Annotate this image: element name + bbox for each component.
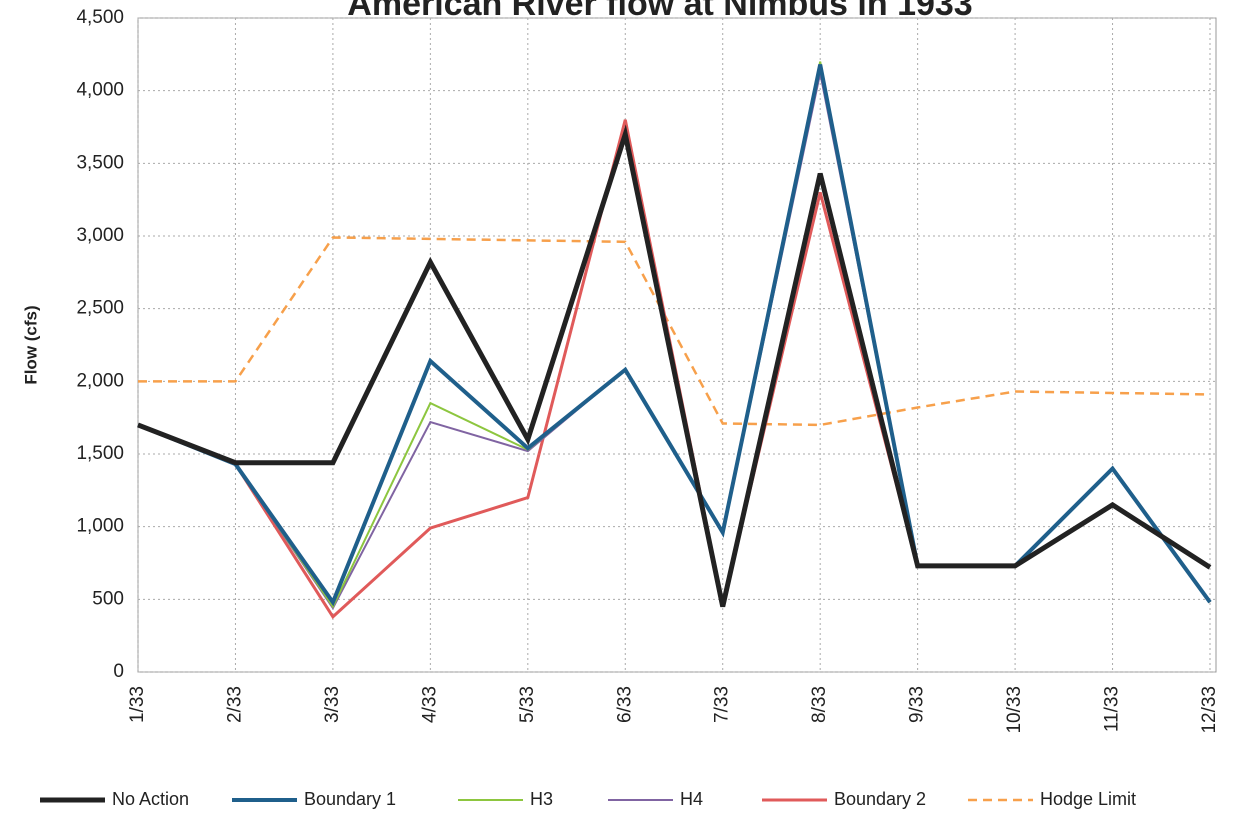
y-tick-label: 2,500 (76, 298, 124, 319)
y-tick-label: 0 (113, 661, 124, 682)
series-line (137, 73, 1211, 610)
x-tick-label: 2/33 (224, 686, 245, 723)
x-tick-label: 6/33 (614, 686, 635, 723)
y-tick-label: 4,500 (76, 7, 124, 28)
legend-label: No Action (112, 789, 189, 809)
plot-area (137, 17, 1217, 673)
chart-title: American River flow at Nimbus in 1933 (347, 0, 972, 23)
y-tick-label: 500 (92, 588, 124, 609)
x-tick-label: 10/33 (1004, 686, 1025, 734)
legend-label: H4 (680, 789, 703, 809)
y-tick-label: 2,000 (76, 370, 124, 391)
y-axis-label: Flow (cfs) (21, 305, 40, 384)
y-tick-label: 4,000 (76, 80, 124, 101)
y-tick-label: 1,000 (76, 516, 124, 537)
series-line (137, 124, 1212, 608)
x-tick-label: 5/33 (517, 686, 538, 723)
series-line (138, 236, 1211, 427)
legend-label: Hodge Limit (1040, 789, 1136, 809)
legend-label: H3 (530, 789, 553, 809)
x-tick-label: 4/33 (419, 686, 440, 723)
x-tick-label: 1/33 (127, 686, 148, 723)
y-tick-label: 3,500 (76, 152, 124, 173)
series-line (137, 64, 1212, 607)
y-tick-label: 1,500 (76, 443, 124, 464)
x-tick-label: 3/33 (322, 686, 343, 723)
x-tick-label: 9/33 (907, 686, 928, 723)
legend-label: Boundary 1 (304, 789, 396, 809)
legend-label: Boundary 2 (834, 789, 926, 809)
x-tick-label: 11/33 (1102, 686, 1123, 732)
x-tick-label: 8/33 (809, 686, 830, 723)
y-tick-label: 3,000 (76, 225, 124, 246)
x-tick-label: 7/33 (712, 686, 733, 723)
x-tick-label: 12/33 (1199, 686, 1220, 734)
